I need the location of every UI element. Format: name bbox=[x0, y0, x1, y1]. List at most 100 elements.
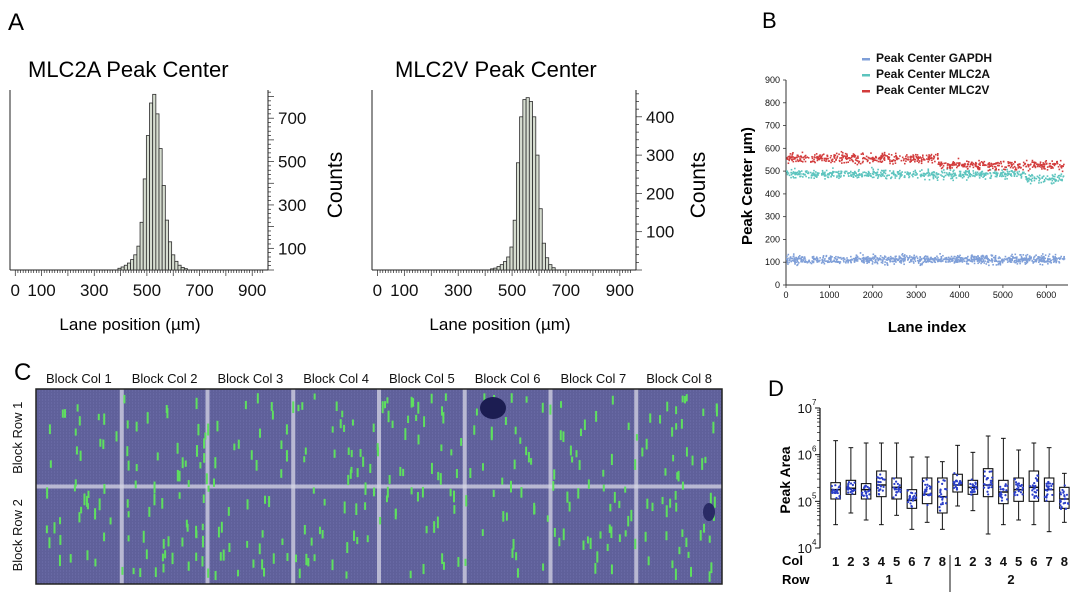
scatter-point bbox=[865, 155, 868, 158]
image-lane-mark bbox=[202, 494, 205, 504]
scatter-point bbox=[821, 157, 823, 160]
boxplot-point bbox=[974, 481, 977, 484]
scatter-point bbox=[948, 174, 950, 177]
scatter-point bbox=[913, 158, 916, 161]
scatter-point bbox=[1006, 170, 1009, 173]
image-lane-mark bbox=[178, 470, 181, 482]
image-lane-mark bbox=[409, 570, 412, 579]
scatter-point bbox=[1008, 260, 1010, 262]
scatter-point bbox=[814, 161, 816, 164]
image-lane-mark bbox=[595, 410, 598, 422]
scatter-point bbox=[1032, 258, 1035, 260]
scatter-point bbox=[927, 258, 930, 261]
scatter-point bbox=[923, 260, 926, 263]
scatter-y-tick-label: 700 bbox=[765, 121, 780, 131]
scatter-point bbox=[817, 174, 819, 176]
scatter-point bbox=[1018, 166, 1020, 169]
scatter-point bbox=[1019, 258, 1021, 261]
image-lane-mark bbox=[102, 439, 105, 450]
scatter-point bbox=[802, 173, 804, 176]
scatter-point bbox=[1006, 177, 1008, 180]
image-lane-mark bbox=[271, 410, 274, 420]
scatter-point bbox=[988, 163, 991, 166]
scatter-point bbox=[995, 169, 997, 171]
boxplot-point bbox=[939, 491, 942, 494]
image-col-label: Block Col 8 bbox=[646, 371, 712, 386]
boxplot-point bbox=[958, 479, 962, 483]
scatter-point bbox=[1011, 259, 1014, 262]
image-lane-mark bbox=[171, 552, 174, 565]
scatter-point bbox=[977, 166, 979, 168]
image-lane-mark bbox=[641, 447, 644, 457]
scatter-point bbox=[1033, 177, 1036, 180]
scatter-point bbox=[818, 158, 821, 161]
scatter-point bbox=[809, 261, 812, 264]
boxplot-point bbox=[914, 496, 918, 499]
scatter-point bbox=[852, 160, 854, 163]
scatter-point bbox=[1027, 180, 1030, 182]
scatter-point bbox=[822, 256, 825, 259]
scatter-point bbox=[1021, 260, 1024, 263]
scatter-point bbox=[999, 262, 1002, 265]
scatter-point bbox=[1058, 261, 1061, 264]
boxplot-point bbox=[1016, 493, 1019, 497]
scatter-point bbox=[1061, 170, 1064, 173]
scatter-point bbox=[1014, 160, 1016, 163]
image-lane-mark bbox=[135, 421, 138, 432]
scatter-point bbox=[861, 175, 863, 178]
scatter-point bbox=[922, 156, 924, 158]
hist-bar bbox=[149, 102, 154, 271]
scatter-point bbox=[864, 174, 867, 177]
scatter-point bbox=[822, 153, 825, 156]
scatter-point bbox=[1005, 166, 1007, 169]
image-lane-mark bbox=[630, 509, 633, 522]
scatter-point bbox=[1001, 169, 1003, 171]
boxplot-point bbox=[1059, 498, 1062, 502]
scatter-point bbox=[951, 163, 953, 166]
scatter-point bbox=[1051, 163, 1054, 165]
scatter-point bbox=[1042, 181, 1045, 183]
scatter-point bbox=[945, 261, 947, 263]
image-lane-mark bbox=[178, 492, 181, 499]
boxplot-point bbox=[1047, 481, 1050, 484]
hist-bar bbox=[183, 268, 188, 271]
scatter-point bbox=[1028, 255, 1031, 257]
image-lane-mark bbox=[142, 530, 145, 543]
panel-label-d: D bbox=[768, 376, 784, 401]
scatter-point bbox=[933, 174, 935, 177]
scatter-point bbox=[1055, 261, 1057, 264]
scatter-point bbox=[829, 256, 832, 258]
scatter-point bbox=[959, 257, 962, 260]
scatter-point bbox=[806, 170, 808, 172]
image-lane-mark bbox=[407, 415, 410, 424]
image-lane-mark bbox=[75, 446, 78, 455]
image-col-label: Block Col 3 bbox=[218, 371, 284, 386]
scatter-point bbox=[915, 255, 918, 258]
boxplot-box bbox=[845, 479, 857, 495]
scatter-point bbox=[938, 258, 941, 261]
boxplot-point bbox=[955, 483, 958, 487]
scatter-point bbox=[873, 257, 876, 260]
scatter-point bbox=[1056, 162, 1059, 165]
image-lane-mark bbox=[301, 402, 304, 410]
scatter-point bbox=[797, 257, 800, 260]
scatter-point bbox=[809, 171, 812, 174]
boxplot-point bbox=[929, 493, 933, 497]
scatter-point bbox=[822, 173, 825, 176]
scatter-point bbox=[797, 256, 800, 258]
scatter-point bbox=[975, 162, 978, 165]
scatter-point bbox=[933, 260, 936, 263]
scatter-point bbox=[928, 158, 931, 161]
scatter-point bbox=[1026, 179, 1029, 181]
scatter-point bbox=[978, 174, 981, 177]
scatter-point bbox=[805, 261, 808, 263]
scatter-point bbox=[959, 172, 962, 175]
scatter-point bbox=[1058, 260, 1060, 263]
image-lane-mark bbox=[681, 529, 684, 537]
scatter-point bbox=[871, 257, 874, 260]
scatter-point bbox=[787, 253, 790, 256]
scatter-point bbox=[795, 256, 797, 259]
scatter-point bbox=[995, 259, 997, 262]
boxplot-point bbox=[990, 486, 993, 489]
